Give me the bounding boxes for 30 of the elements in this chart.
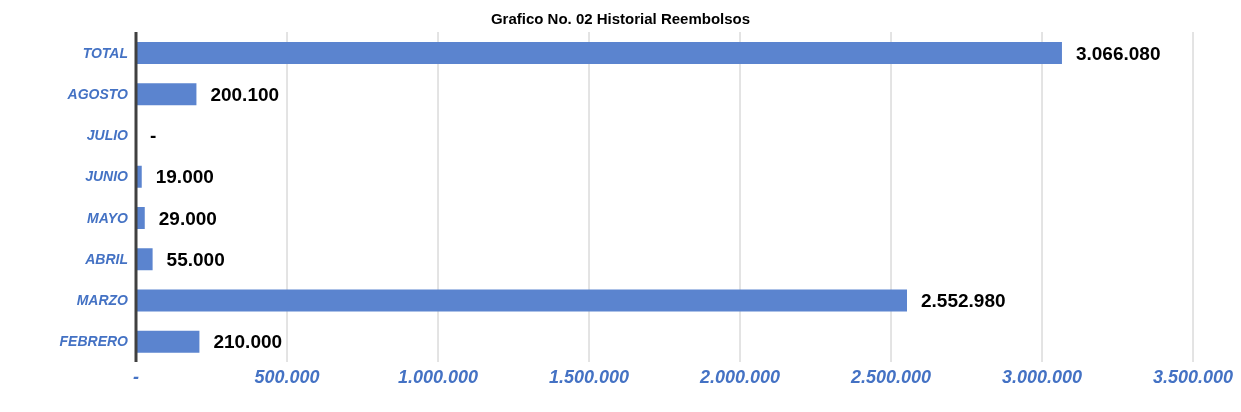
- bar: [136, 289, 907, 312]
- y-tick-label: JUNIO: [85, 168, 129, 185]
- data-label: -: [150, 125, 157, 147]
- y-tick-label: FEBRERO: [59, 333, 129, 350]
- x-tick-label: 3.000.000: [1001, 366, 1083, 387]
- y-tick-label: ABRIL: [84, 250, 128, 267]
- y-tick-label: TOTAL: [82, 44, 128, 61]
- bar: [136, 42, 1062, 64]
- data-label: 3.066.080: [1075, 42, 1161, 64]
- data-label: 2.552.980: [921, 290, 1006, 312]
- data-label: 19.000: [155, 166, 214, 188]
- data-label: 55.000: [166, 248, 225, 270]
- x-tick-label: 500.000: [254, 366, 320, 387]
- bar: [136, 248, 153, 271]
- data-label: 200.100: [210, 83, 280, 105]
- y-tick-label: JULIO: [86, 127, 129, 144]
- data-label: 29.000: [158, 207, 217, 229]
- bar: [136, 83, 197, 106]
- x-tick-label: -: [133, 366, 139, 387]
- y-tick-label: MARZO: [76, 292, 129, 309]
- y-tick-label: MAYO: [87, 209, 129, 226]
- x-tick-label: 2.000.000: [698, 366, 781, 387]
- y-tick-label: AGOSTO: [66, 85, 129, 102]
- x-tick-label: 1.500.000: [548, 366, 630, 387]
- data-label: 210.000: [213, 331, 283, 353]
- x-tick-label: 1.000.000: [397, 366, 479, 387]
- chart-title: Grafico No. 02 Historial Reembolsos: [489, 9, 752, 29]
- x-tick-label: 2.500.000: [849, 366, 932, 387]
- bar: [136, 330, 200, 353]
- x-tick-label: 3.500.000: [1152, 366, 1234, 387]
